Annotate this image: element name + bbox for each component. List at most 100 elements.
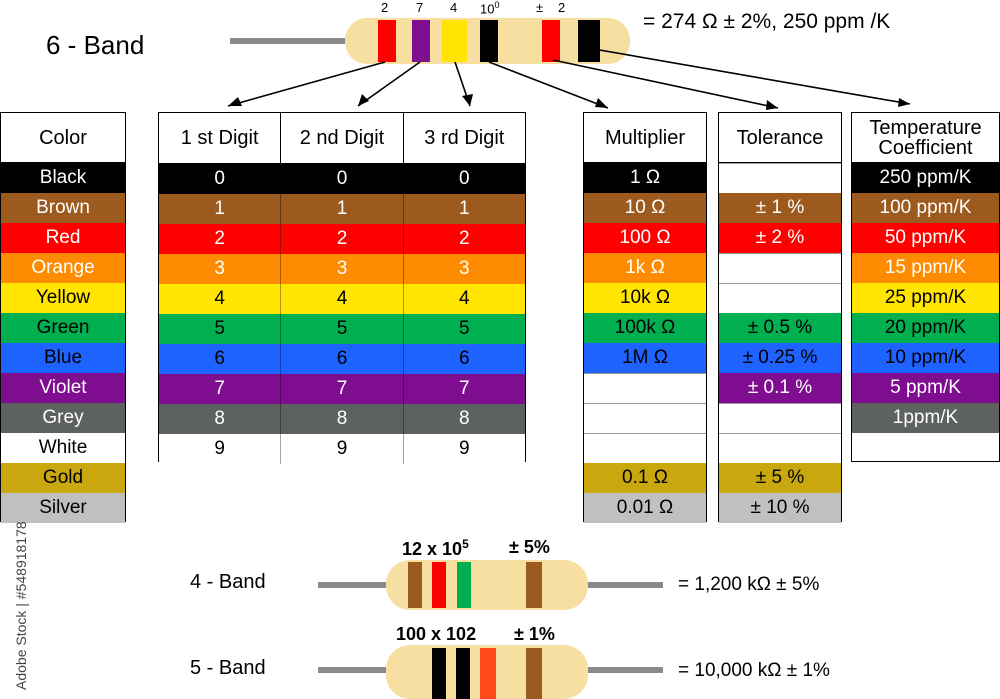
digit-cell: 3	[281, 254, 404, 284]
multiplier-row: 10 Ω	[584, 193, 706, 223]
multiplier-row: 100k Ω	[584, 313, 706, 343]
band-red-1	[378, 20, 396, 62]
four-band-top-text: 12 x 10	[402, 539, 463, 559]
tolerance-row	[719, 403, 841, 433]
band-label-tol: 2	[558, 0, 566, 15]
digit-cell: 0	[281, 164, 404, 194]
five-band-label: 5 - Band	[190, 657, 266, 679]
tolerance-row	[719, 433, 841, 463]
temperature-row: 50 ppm/K	[852, 223, 999, 253]
color-row-orange: Orange	[1, 253, 125, 283]
digit-header-3: 3 rd Digit	[424, 126, 505, 149]
four-band-top-tol: ± 5%	[509, 537, 550, 557]
multiplier-row	[584, 403, 706, 433]
digit-cell: 8	[281, 404, 404, 434]
color-row-silver: Silver	[1, 493, 125, 523]
four-band-formula: = 1,200 kΩ ± 5%	[678, 574, 820, 595]
multiplier-row: 10k Ω	[584, 283, 706, 313]
temperature-row: 15 ppm/K	[852, 253, 999, 283]
multiplier-row	[584, 433, 706, 463]
digit-header-2: 2 nd Digit	[281, 113, 404, 163]
multiplier-row: 1k Ω	[584, 253, 706, 283]
band-label-3: 4	[450, 0, 458, 15]
temperature-row: 250 ppm/K	[852, 163, 999, 193]
color-row-green: Green	[1, 313, 125, 343]
color-row-red: Red	[1, 223, 125, 253]
color-row-gold: Gold	[1, 463, 125, 493]
digit-header-row: 1 st Digit 2 nd Digit 3 rd Digit	[159, 113, 525, 164]
six-band-title: 6 - Band	[46, 30, 145, 60]
digit-cell: 9	[159, 434, 282, 464]
temperature-row: 20 ppm/K	[852, 313, 999, 343]
six-band-formula: = 274 Ω ± 2%, 250 ppm /K	[643, 10, 891, 33]
digit-cell: 5	[459, 318, 470, 339]
digit-cell: 7	[459, 378, 470, 399]
temperature-row: 10 ppm/K	[852, 343, 999, 373]
digit-cell: 6	[159, 344, 282, 374]
band-label-2: 7	[416, 0, 424, 15]
digit-cell: 1	[281, 194, 404, 224]
digit-cell: 1	[459, 198, 470, 219]
temperature-row: 100 ppm/K	[852, 193, 999, 223]
digit-cell: 8	[159, 404, 282, 434]
multiplier-row	[584, 373, 706, 403]
color-row-blue: Blue	[1, 343, 125, 373]
digit-cell: 9	[281, 434, 404, 464]
color-table: Color Black Brown Red Orange Yellow Green Blue…	[0, 112, 126, 523]
five-band-top-label: 100 x 102	[396, 624, 477, 644]
band-yellow	[442, 20, 467, 62]
temperature-row: 1ppm/K	[852, 403, 999, 433]
five-band-top-tol: ± 1%	[514, 624, 555, 644]
digit-cell: 6	[459, 348, 470, 369]
band-label-multiplier-base: 10	[480, 1, 495, 17]
band-violet	[412, 20, 430, 62]
tolerance-header: Tolerance	[719, 113, 841, 163]
color-header: Color	[1, 113, 125, 163]
band-black-mult	[480, 20, 498, 62]
band-label-multiplier: 100	[480, 0, 499, 16]
multiplier-row: 1 Ω	[584, 163, 706, 193]
multiplier-row: 0.1 Ω	[584, 463, 706, 493]
temperature-row: 25 ppm/K	[852, 283, 999, 313]
temperature-header: Temperature Coefficient	[852, 113, 999, 163]
tolerance-row: ± 0.5 %	[719, 313, 841, 343]
digit-cell: 5	[281, 314, 404, 344]
multiplier-row: 1M Ω	[584, 343, 706, 373]
multiplier-row: 100 Ω	[584, 223, 706, 253]
tolerance-row: ± 10 %	[719, 493, 841, 523]
multiplier-header: Multiplier	[584, 113, 706, 163]
digit-cell: 4	[459, 288, 470, 309]
digit-cell: 8	[459, 408, 470, 429]
multiplier-table: Multiplier 1 Ω 10 Ω 100 Ω 1k Ω 10k Ω 100k Ω 1M…	[583, 112, 707, 523]
color-row-black: Black	[1, 163, 125, 193]
four-band-label: 4 - Band	[190, 571, 266, 593]
temperature-row: 5 ppm/K	[852, 373, 999, 403]
band-red-tol	[542, 20, 560, 62]
tolerance-row: ± 1 %	[719, 193, 841, 223]
six-band-resistor	[227, 18, 911, 110]
tolerance-row: ± 0.25 %	[719, 343, 841, 373]
temperature-table: Temperature Coefficient 250 ppm/K 100 ppm…	[851, 112, 1000, 462]
temperature-header-line1: Temperature	[869, 116, 982, 139]
digit-cell: 3	[459, 258, 470, 279]
color-row-brown: Brown	[1, 193, 125, 223]
digit-cell: 9	[459, 438, 470, 459]
digit-cell: 0	[459, 168, 470, 189]
digit-cell: 3	[159, 254, 282, 284]
digit-cell: 4	[281, 284, 404, 314]
four-band-top-sup: 5	[462, 537, 469, 551]
five-band-formula: = 10,000 kΩ ± 1%	[678, 660, 830, 681]
color-rows: Black Brown Red Orange Yellow Green Blue Violet…	[1, 163, 125, 523]
color-row-violet: Violet	[1, 373, 125, 403]
color-row-grey: Grey	[1, 403, 125, 433]
four-band-top-label: 12 x 105	[402, 537, 469, 560]
digit-cell: 4	[159, 284, 282, 314]
